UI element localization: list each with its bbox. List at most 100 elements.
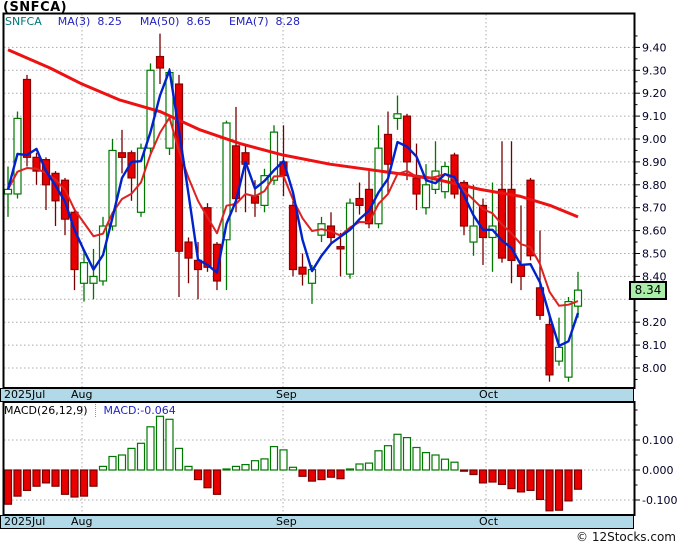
page-title: (SNFCA) bbox=[3, 0, 68, 15]
ema7-line bbox=[7, 116, 579, 307]
macd-bar bbox=[478, 469, 488, 484]
price-tick-label: 9.10 bbox=[642, 110, 667, 123]
candle-body bbox=[393, 113, 402, 119]
candle-body bbox=[545, 323, 554, 376]
candle-body bbox=[573, 289, 583, 307]
timeline-label: Aug bbox=[71, 388, 93, 401]
macd-bar bbox=[146, 426, 155, 471]
macd-bar bbox=[507, 469, 516, 490]
macd-bar bbox=[260, 458, 269, 471]
candle-body bbox=[554, 346, 564, 362]
price-tick-label: 8.10 bbox=[642, 339, 667, 352]
macd-bar bbox=[250, 460, 260, 471]
macd-panel-labels: MACD(26,12,9) MACD:-0.064 bbox=[4, 404, 176, 417]
macd-bar bbox=[469, 469, 478, 476]
macd-bar bbox=[383, 445, 393, 471]
macd-bar bbox=[450, 461, 459, 471]
candle-body bbox=[336, 246, 345, 250]
candle-body bbox=[516, 264, 526, 278]
candle-body bbox=[535, 287, 545, 316]
macd-bar bbox=[326, 469, 336, 478]
legend-ma50-value: 8.65 bbox=[186, 15, 211, 28]
candle-body bbox=[345, 202, 355, 275]
candle-body bbox=[440, 165, 450, 193]
price-tick-label: 8.70 bbox=[642, 202, 667, 215]
macd-bar bbox=[564, 469, 573, 502]
candle-body bbox=[355, 197, 364, 207]
candle-body bbox=[488, 225, 497, 239]
candle-body bbox=[450, 154, 459, 195]
macd-bar bbox=[174, 447, 184, 471]
candle-body bbox=[402, 115, 412, 163]
price-tick-label: 8.20 bbox=[642, 316, 667, 329]
price-tick-label: 8.80 bbox=[642, 179, 667, 192]
timeline-label: Sep bbox=[276, 388, 297, 401]
macd-bar bbox=[165, 418, 174, 471]
timeline-label: Sep bbox=[276, 515, 297, 528]
macd-bar bbox=[41, 469, 51, 484]
macd-bar bbox=[193, 469, 203, 481]
macd-bar bbox=[3, 469, 13, 505]
macd-bar bbox=[488, 469, 497, 483]
ma3-line bbox=[6, 69, 580, 348]
macd-title: MACD(26,12,9) bbox=[4, 404, 88, 417]
candle-body bbox=[70, 211, 79, 271]
macd-bar bbox=[222, 468, 231, 471]
macd-bar bbox=[431, 454, 440, 471]
macd-bar bbox=[13, 469, 22, 497]
candle-body bbox=[222, 122, 231, 241]
macd-bar bbox=[545, 469, 554, 512]
candle-body bbox=[212, 243, 222, 282]
timeline-label: Aug bbox=[71, 515, 93, 528]
timeline-bar-lower: 2025Jul Aug Sep Oct bbox=[0, 515, 634, 529]
macd-bar bbox=[70, 469, 79, 498]
candle-body bbox=[288, 204, 298, 271]
macd-bar bbox=[516, 469, 526, 493]
candle-body bbox=[526, 179, 535, 257]
candle-body bbox=[203, 207, 212, 268]
price-tick-label: 8.90 bbox=[642, 156, 667, 169]
legend-ma3-label: MA(3) bbox=[57, 15, 91, 28]
macd-bar bbox=[184, 465, 193, 471]
candle-body bbox=[174, 83, 184, 252]
macd-bar bbox=[89, 469, 98, 487]
candle-body bbox=[127, 152, 136, 179]
legend-ema7-label: EMA(7) bbox=[228, 15, 269, 28]
candle-body bbox=[184, 241, 193, 259]
timeline-label: Oct bbox=[479, 515, 499, 528]
candle-body bbox=[250, 195, 260, 204]
candle-body bbox=[155, 55, 165, 69]
macd-bar bbox=[79, 469, 89, 497]
candle-body bbox=[383, 133, 393, 165]
macd-bar bbox=[203, 469, 212, 489]
price-tick-label: 8.00 bbox=[642, 362, 667, 375]
copyright-link[interactable]: © 12Stocks.com bbox=[576, 530, 676, 544]
macd-bar bbox=[421, 452, 431, 471]
legend-ma50-label: MA(50) bbox=[139, 15, 180, 28]
legend-ma3-value: 8.25 bbox=[97, 15, 122, 28]
price-tick-label: 8.50 bbox=[642, 248, 667, 261]
price-tick-label: 9.20 bbox=[642, 87, 667, 100]
macd-bar bbox=[269, 446, 279, 471]
macd-bar bbox=[279, 449, 288, 471]
price-tick-label: 9.40 bbox=[642, 41, 667, 54]
macd-bar bbox=[355, 463, 364, 471]
macd-bar bbox=[155, 415, 165, 471]
macd-bar bbox=[374, 450, 383, 471]
macd-bar bbox=[127, 447, 136, 471]
candle-body bbox=[421, 184, 431, 209]
macd-bar bbox=[393, 433, 402, 471]
macd-tick-label: 0.100 bbox=[642, 434, 674, 447]
candle-body bbox=[89, 275, 98, 284]
candle-body bbox=[298, 266, 307, 275]
candle-body bbox=[32, 156, 41, 172]
candle-body bbox=[374, 147, 383, 225]
ma50-line bbox=[7, 48, 579, 219]
macd-bar bbox=[526, 469, 535, 491]
macd-bar bbox=[459, 469, 469, 472]
timeline-label: Oct bbox=[479, 388, 499, 401]
macd-bar bbox=[412, 446, 421, 471]
macd-bar bbox=[497, 469, 507, 485]
candle-body bbox=[108, 149, 117, 227]
